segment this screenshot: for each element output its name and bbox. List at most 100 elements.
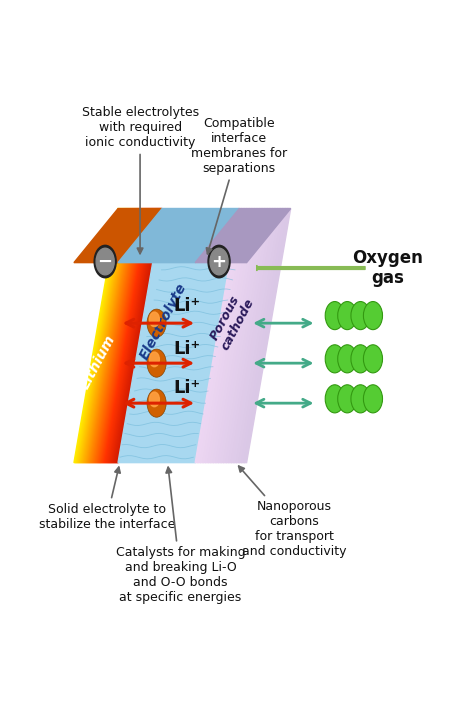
- Circle shape: [149, 352, 159, 366]
- Text: Li⁺: Li⁺: [173, 297, 200, 315]
- Circle shape: [147, 389, 166, 417]
- Circle shape: [351, 302, 370, 330]
- Polygon shape: [91, 208, 137, 463]
- Polygon shape: [81, 208, 126, 463]
- Polygon shape: [208, 208, 255, 463]
- Polygon shape: [112, 208, 158, 463]
- Polygon shape: [228, 208, 275, 463]
- Polygon shape: [223, 208, 270, 463]
- Circle shape: [337, 302, 357, 330]
- Polygon shape: [76, 208, 121, 463]
- Circle shape: [337, 345, 357, 373]
- Text: Oxygen
gas: Oxygen gas: [353, 249, 423, 287]
- Polygon shape: [87, 208, 132, 463]
- Circle shape: [351, 385, 370, 413]
- Polygon shape: [109, 208, 155, 463]
- Polygon shape: [99, 208, 145, 463]
- Text: Solid electrolyte to
stabilize the interface: Solid electrolyte to stabilize the inter…: [39, 467, 175, 531]
- Polygon shape: [213, 208, 260, 463]
- Polygon shape: [77, 208, 122, 463]
- Polygon shape: [82, 208, 127, 463]
- Polygon shape: [108, 208, 153, 463]
- Circle shape: [325, 385, 344, 413]
- Polygon shape: [219, 208, 265, 463]
- Polygon shape: [203, 208, 249, 463]
- Polygon shape: [104, 208, 149, 463]
- Text: Li⁺: Li⁺: [173, 340, 200, 358]
- Polygon shape: [98, 208, 143, 463]
- Polygon shape: [216, 208, 263, 463]
- Circle shape: [210, 249, 228, 275]
- Polygon shape: [83, 208, 128, 463]
- Polygon shape: [93, 208, 138, 463]
- Polygon shape: [80, 208, 125, 463]
- Circle shape: [147, 349, 166, 377]
- Polygon shape: [239, 208, 285, 463]
- Polygon shape: [102, 208, 148, 463]
- Polygon shape: [74, 208, 119, 463]
- Polygon shape: [195, 208, 291, 263]
- Polygon shape: [101, 208, 146, 463]
- Polygon shape: [78, 208, 124, 463]
- Text: Lithium: Lithium: [78, 332, 118, 391]
- Circle shape: [325, 345, 344, 373]
- Polygon shape: [110, 208, 155, 463]
- Polygon shape: [118, 208, 239, 263]
- Polygon shape: [95, 208, 140, 463]
- Polygon shape: [237, 208, 283, 463]
- Circle shape: [325, 302, 344, 330]
- Text: Catalysts for making
and breaking Li-O
and O-O bonds
at specific energies: Catalysts for making and breaking Li-O a…: [116, 468, 245, 604]
- Text: −: −: [98, 253, 113, 270]
- Polygon shape: [88, 208, 134, 463]
- Polygon shape: [114, 208, 159, 463]
- Circle shape: [149, 392, 159, 406]
- Circle shape: [208, 245, 230, 278]
- Polygon shape: [226, 208, 273, 463]
- Polygon shape: [75, 208, 120, 463]
- Polygon shape: [115, 208, 160, 463]
- Circle shape: [147, 309, 166, 337]
- Circle shape: [364, 302, 383, 330]
- Polygon shape: [94, 208, 139, 463]
- Polygon shape: [84, 208, 129, 463]
- Text: Li⁺: Li⁺: [173, 379, 200, 397]
- Polygon shape: [201, 208, 247, 463]
- Polygon shape: [205, 208, 252, 463]
- Circle shape: [351, 345, 370, 373]
- Polygon shape: [117, 208, 162, 463]
- Polygon shape: [241, 208, 288, 463]
- Polygon shape: [105, 208, 150, 463]
- Polygon shape: [244, 208, 291, 463]
- Text: Nanoporous
carbons
for transport
and conductivity: Nanoporous carbons for transport and con…: [238, 466, 346, 559]
- Text: Electrolyte: Electrolyte: [138, 281, 190, 362]
- Circle shape: [364, 385, 383, 413]
- Polygon shape: [111, 208, 156, 463]
- Polygon shape: [106, 208, 151, 463]
- Polygon shape: [96, 208, 141, 463]
- Circle shape: [337, 385, 357, 413]
- Circle shape: [364, 345, 383, 373]
- Polygon shape: [221, 208, 267, 463]
- Polygon shape: [231, 208, 278, 463]
- Polygon shape: [198, 208, 245, 463]
- Text: Porous
cathode: Porous cathode: [206, 290, 257, 353]
- Polygon shape: [210, 208, 257, 463]
- Polygon shape: [91, 208, 136, 463]
- Polygon shape: [116, 208, 161, 463]
- Text: Stable electrolytes
with required
ionic conductivity: Stable electrolytes with required ionic …: [82, 106, 199, 253]
- Polygon shape: [97, 208, 142, 463]
- Polygon shape: [100, 208, 146, 463]
- Polygon shape: [118, 208, 239, 463]
- Text: Compatible
interface
membranes for
separations: Compatible interface membranes for separ…: [191, 117, 287, 254]
- Circle shape: [96, 249, 114, 275]
- Circle shape: [149, 312, 159, 326]
- Text: +: +: [211, 253, 227, 270]
- Polygon shape: [86, 208, 131, 463]
- Polygon shape: [90, 208, 135, 463]
- Polygon shape: [195, 208, 242, 463]
- Polygon shape: [74, 208, 162, 263]
- Polygon shape: [234, 208, 281, 463]
- Circle shape: [94, 245, 116, 278]
- Polygon shape: [107, 208, 152, 463]
- Polygon shape: [85, 208, 130, 463]
